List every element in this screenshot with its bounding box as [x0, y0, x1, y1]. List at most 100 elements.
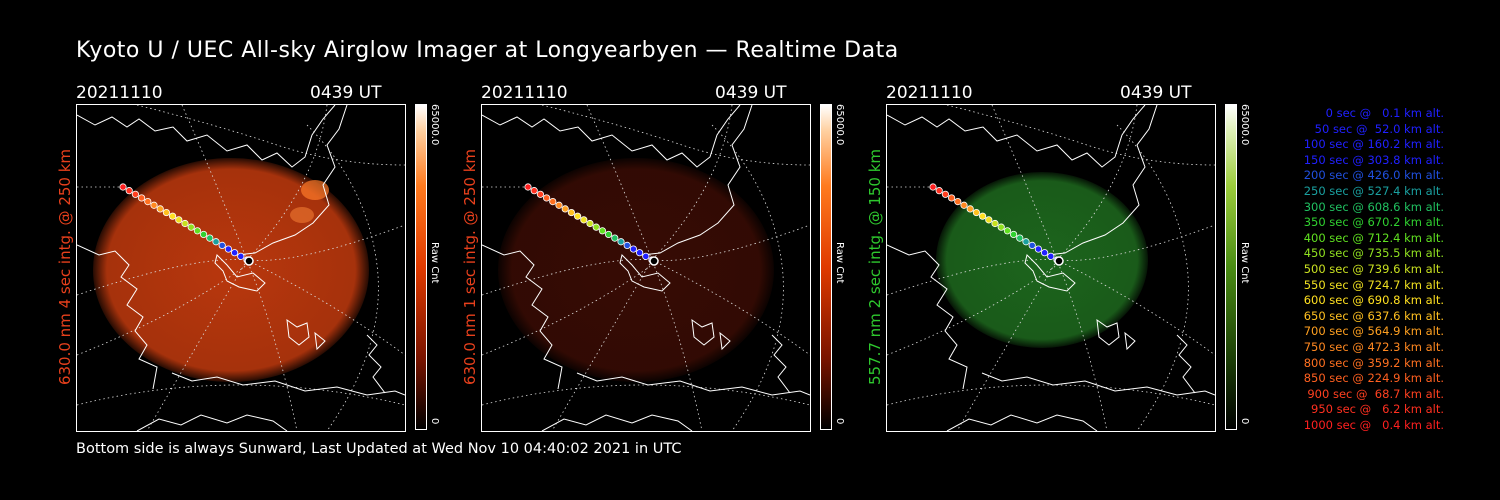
trajectory-point: [224, 245, 232, 253]
legend-row: 650 sec @ 637.6 km alt.: [1303, 308, 1444, 323]
map-grid: [482, 105, 810, 431]
trajectory-point: [150, 201, 158, 209]
trajectory-point: [137, 194, 146, 202]
panel-time: 0439 UT: [310, 83, 382, 103]
colorbar-max: 65000.0: [429, 104, 440, 146]
legend-row: 250 sec @ 527.4 km alt.: [1303, 184, 1444, 198]
allsky-image: [886, 104, 1216, 432]
rocket-trajectory: [119, 183, 251, 264]
trajectory-point: [1003, 227, 1012, 235]
legend-row: 100 sec @ 160.2 km alt.: [1303, 137, 1444, 152]
legend-row: 300 sec @ 608.6 km alt.: [1303, 199, 1444, 214]
legend-row: 450 sec @ 735.5 km alt.: [1303, 246, 1444, 261]
trajectory-point: [947, 194, 956, 202]
colorbar-label: Raw Cnt: [429, 242, 440, 284]
trajectory-point: [617, 238, 625, 246]
trajectory-point: [162, 208, 171, 217]
trajectory-point: [985, 216, 993, 224]
legend-row: 750 sec @ 472.3 km alt.: [1303, 340, 1444, 354]
page-title: Kyoto U / UEC All-sky Airglow Imager at …: [76, 38, 899, 63]
colorbar: [820, 104, 832, 430]
trajectory-point: [1034, 245, 1042, 253]
trajectory-point: [125, 187, 133, 195]
colorbar: [1225, 104, 1237, 430]
station-marker: [649, 256, 659, 266]
colorbar-label: Raw Cnt: [1239, 242, 1250, 284]
legend-row: 600 sec @ 690.8 km alt.: [1303, 293, 1444, 308]
trajectory-point: [636, 249, 644, 257]
legend-row: 0 sec @ 0.1 km alt.: [1325, 106, 1444, 120]
trajectory-point: [542, 194, 551, 202]
trajectory-point: [1022, 238, 1030, 246]
legend-row: 350 sec @ 670.2 km alt.: [1303, 215, 1444, 230]
panel-date: 20211110: [76, 83, 163, 103]
colorbar-min: 0: [834, 418, 845, 425]
legend-row: 550 sec @ 724.7 km alt.: [1303, 277, 1444, 292]
trajectory-point: [580, 216, 588, 224]
trajectory-point: [156, 205, 164, 213]
trajectory-point: [997, 223, 1005, 231]
trajectory-point: [1010, 230, 1018, 239]
allsky-image: [481, 104, 811, 432]
trajectory-point: [586, 219, 594, 228]
trajectory-point: [954, 198, 962, 206]
footer-note: Bottom side is always Sunward, Last Upda…: [76, 441, 682, 457]
panel-date: 20211110: [481, 83, 568, 103]
trajectory-point: [611, 234, 619, 242]
trajectory-point: [119, 183, 127, 191]
coastline: [77, 105, 405, 431]
trajectory-point: [237, 252, 245, 260]
trajectory-point: [598, 227, 607, 235]
trajectory-point: [169, 212, 177, 220]
trajectory-point: [605, 230, 613, 239]
trajectory-point: [567, 208, 576, 217]
legend-row: 50 sec @ 52.0 km alt.: [1314, 121, 1444, 136]
panel-time: 0439 UT: [1120, 83, 1192, 103]
legend-row: 500 sec @ 739.6 km alt.: [1303, 262, 1444, 276]
panel-ylabel: 557.7 nm 2 sec intg. @ 150 km: [866, 148, 884, 386]
trajectory-point: [561, 205, 569, 213]
trajectory-point: [536, 190, 545, 198]
trajectory-point: [629, 245, 637, 253]
legend-row: 400 sec @ 712.4 km alt.: [1303, 230, 1444, 245]
trajectory-point: [972, 208, 981, 217]
trajectory-point: [212, 238, 220, 246]
trajectory-point: [524, 183, 532, 191]
trajectory-point: [218, 241, 226, 249]
rocket-trajectory: [929, 183, 1061, 264]
legend-row: 1000 sec @ 0.4 km alt.: [1303, 418, 1444, 432]
colorbar-label: Raw Cnt: [834, 242, 845, 284]
legend-row: 150 sec @ 303.8 km alt.: [1303, 152, 1444, 167]
trajectory-point: [623, 241, 631, 249]
trajectory-point: [530, 187, 538, 195]
legend-row: 900 sec @ 68.7 km alt.: [1307, 386, 1444, 401]
trajectory-point: [549, 198, 557, 206]
trajectory-point: [555, 201, 563, 209]
coastline: [887, 105, 1215, 431]
airglow-disk: [936, 172, 1148, 348]
trajectory-point: [193, 227, 202, 235]
trajectory-point: [979, 212, 987, 220]
trajectory-point: [231, 249, 239, 257]
trajectory-point: [1016, 234, 1024, 242]
map-grid: [887, 105, 1215, 431]
station-marker: [244, 256, 254, 266]
trajectory-point: [935, 187, 943, 195]
trajectory-point: [991, 219, 999, 228]
trajectory-point: [144, 198, 152, 206]
trajectory-point: [966, 205, 974, 213]
station-marker: [1054, 256, 1064, 266]
trajectory-point: [941, 190, 950, 198]
trajectory-point: [131, 190, 140, 198]
trajectory-point: [181, 219, 189, 228]
trajectory-point: [1041, 249, 1049, 257]
colorbar-min: 0: [429, 418, 440, 425]
legend-row: 950 sec @ 6.2 km alt.: [1311, 402, 1444, 417]
trajectory-point: [206, 234, 214, 242]
panel-time: 0439 UT: [715, 83, 787, 103]
trajectory-point: [1047, 252, 1055, 260]
trajectory-point: [175, 216, 183, 224]
map-grid: [77, 105, 405, 431]
legend-row: 200 sec @ 426.0 km alt.: [1303, 168, 1444, 183]
trajectory-point: [642, 252, 650, 260]
